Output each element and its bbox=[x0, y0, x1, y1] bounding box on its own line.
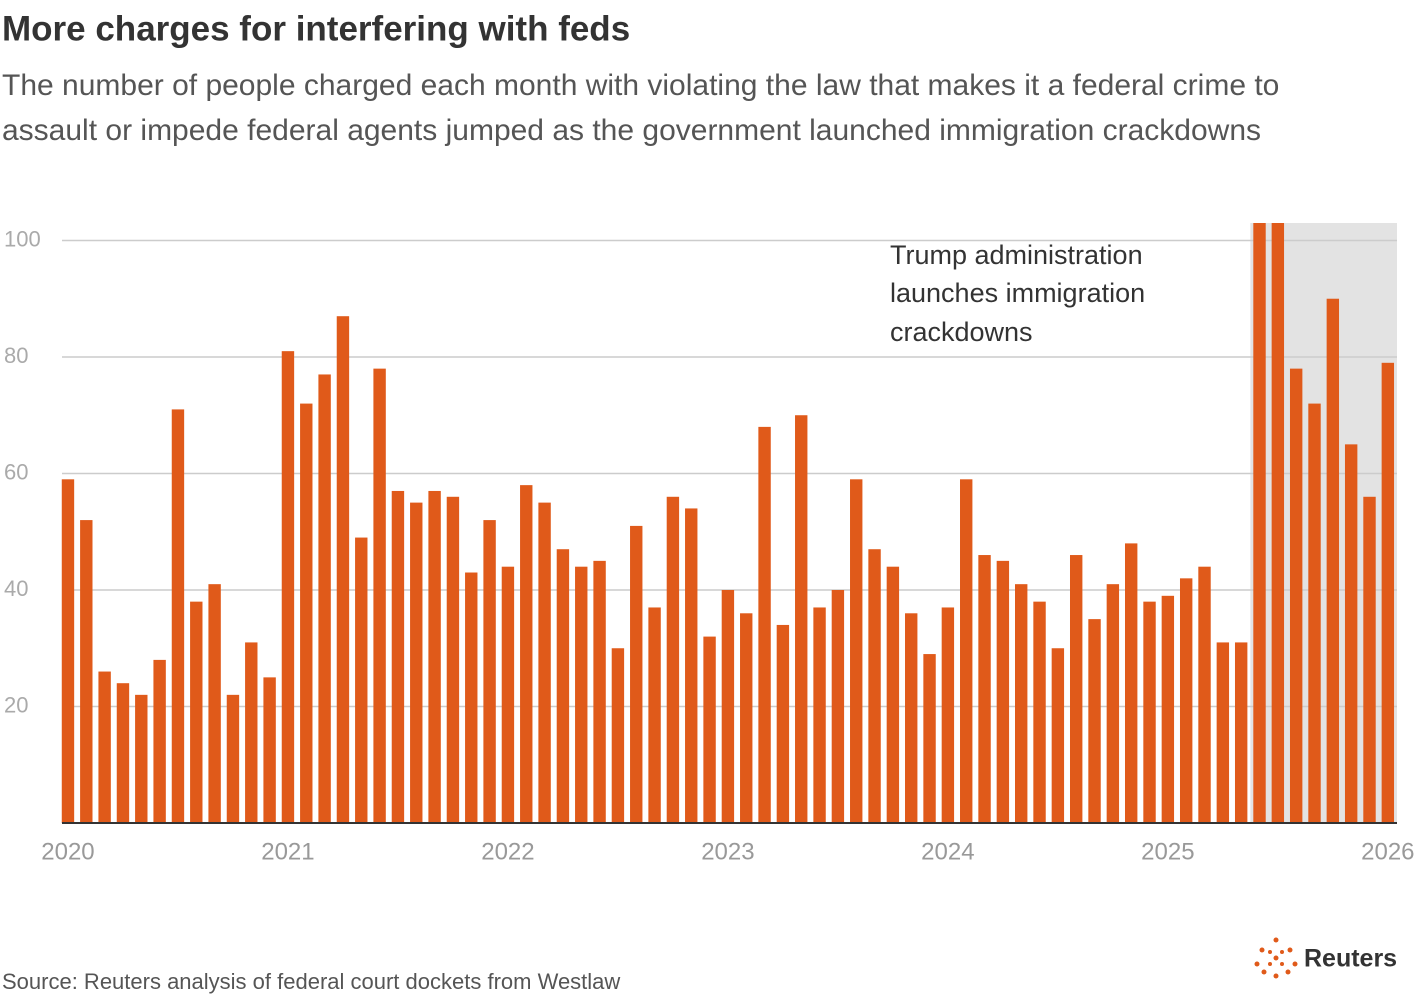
x-tick-label: 2024 bbox=[921, 838, 974, 865]
bar bbox=[740, 613, 753, 823]
bar bbox=[593, 560, 606, 823]
bar bbox=[960, 479, 973, 823]
logo-icon bbox=[1254, 937, 1298, 979]
bar bbox=[190, 601, 203, 823]
bar bbox=[300, 403, 313, 823]
bar bbox=[795, 415, 808, 823]
bar bbox=[1253, 223, 1266, 823]
x-tick-label: 2023 bbox=[701, 838, 754, 865]
chart-subtitle: assault or impede federal agents jumped … bbox=[2, 114, 1261, 147]
bar bbox=[226, 694, 240, 823]
bar bbox=[611, 648, 625, 823]
bar bbox=[758, 426, 771, 823]
x-tick-label: 2020 bbox=[41, 838, 94, 865]
bar bbox=[666, 496, 680, 823]
y-tick-label: 40 bbox=[4, 576, 28, 601]
bar bbox=[153, 659, 166, 823]
bar bbox=[336, 316, 350, 823]
annotation: Trump administration bbox=[890, 240, 1143, 270]
annotation: crackdowns bbox=[890, 317, 1033, 347]
bar bbox=[1271, 223, 1285, 823]
bar bbox=[281, 351, 295, 823]
bar bbox=[831, 589, 845, 823]
bar bbox=[428, 490, 441, 823]
bar bbox=[575, 566, 588, 823]
bar bbox=[776, 624, 790, 823]
bar bbox=[245, 642, 258, 823]
bar bbox=[501, 566, 515, 823]
bar bbox=[1198, 566, 1211, 823]
bar bbox=[1381, 362, 1395, 823]
bar bbox=[1161, 595, 1175, 823]
chart-subtitle: The number of people charged each month … bbox=[2, 69, 1279, 102]
bar bbox=[446, 496, 460, 823]
bar bbox=[1234, 642, 1248, 823]
bar bbox=[1344, 444, 1358, 823]
bar bbox=[1069, 555, 1083, 823]
bar bbox=[391, 490, 405, 823]
bar bbox=[1124, 543, 1138, 823]
bar bbox=[80, 520, 93, 823]
bar bbox=[538, 502, 551, 823]
x-tick-label: 2025 bbox=[1141, 838, 1194, 865]
bar bbox=[886, 566, 900, 823]
bar bbox=[630, 525, 643, 823]
bar bbox=[1015, 584, 1028, 823]
x-tick-label: 2021 bbox=[261, 838, 314, 865]
y-tick-label: 60 bbox=[4, 459, 28, 484]
bar bbox=[318, 374, 331, 823]
x-tick-label: 2022 bbox=[481, 838, 534, 865]
bar bbox=[850, 479, 863, 823]
bar bbox=[135, 694, 148, 823]
bar bbox=[978, 555, 991, 823]
bar bbox=[685, 508, 698, 823]
bar bbox=[1308, 403, 1321, 823]
bar bbox=[373, 368, 386, 823]
bar bbox=[868, 549, 881, 823]
bar bbox=[1106, 584, 1120, 823]
bar bbox=[905, 613, 918, 823]
bar bbox=[263, 677, 276, 823]
bar bbox=[98, 671, 111, 823]
bar bbox=[1363, 496, 1376, 823]
bar bbox=[996, 560, 1010, 823]
bar bbox=[556, 549, 570, 823]
logo: Reuters bbox=[1304, 945, 1397, 973]
y-tick-label: 100 bbox=[4, 226, 41, 251]
bar bbox=[941, 607, 955, 823]
bar bbox=[1088, 619, 1101, 823]
source: Source: Reuters analysis of federal cour… bbox=[2, 969, 620, 994]
bar bbox=[1326, 298, 1340, 823]
bar bbox=[703, 636, 716, 823]
bar bbox=[1289, 368, 1303, 823]
bar bbox=[1143, 601, 1156, 823]
y-tick-label: 80 bbox=[4, 343, 28, 368]
bar bbox=[465, 572, 478, 823]
bar bbox=[648, 607, 661, 823]
bar bbox=[1033, 601, 1046, 823]
bar bbox=[721, 589, 735, 823]
bar bbox=[355, 537, 368, 823]
bar bbox=[208, 584, 221, 823]
bar bbox=[520, 485, 533, 823]
bar bbox=[116, 683, 130, 823]
bar bbox=[1051, 648, 1065, 823]
bar bbox=[813, 607, 826, 823]
annotation: launches immigration bbox=[890, 278, 1145, 308]
bar bbox=[171, 409, 185, 823]
bar bbox=[410, 502, 423, 823]
bar bbox=[1179, 578, 1193, 823]
bar bbox=[1216, 642, 1230, 823]
bar bbox=[61, 479, 75, 823]
bar bbox=[923, 654, 936, 823]
bar bbox=[483, 520, 496, 823]
y-tick-label: 20 bbox=[4, 692, 28, 717]
chart-title: More charges for interfering with feds bbox=[2, 9, 630, 48]
x-tick-label: 2026 bbox=[1361, 838, 1414, 865]
